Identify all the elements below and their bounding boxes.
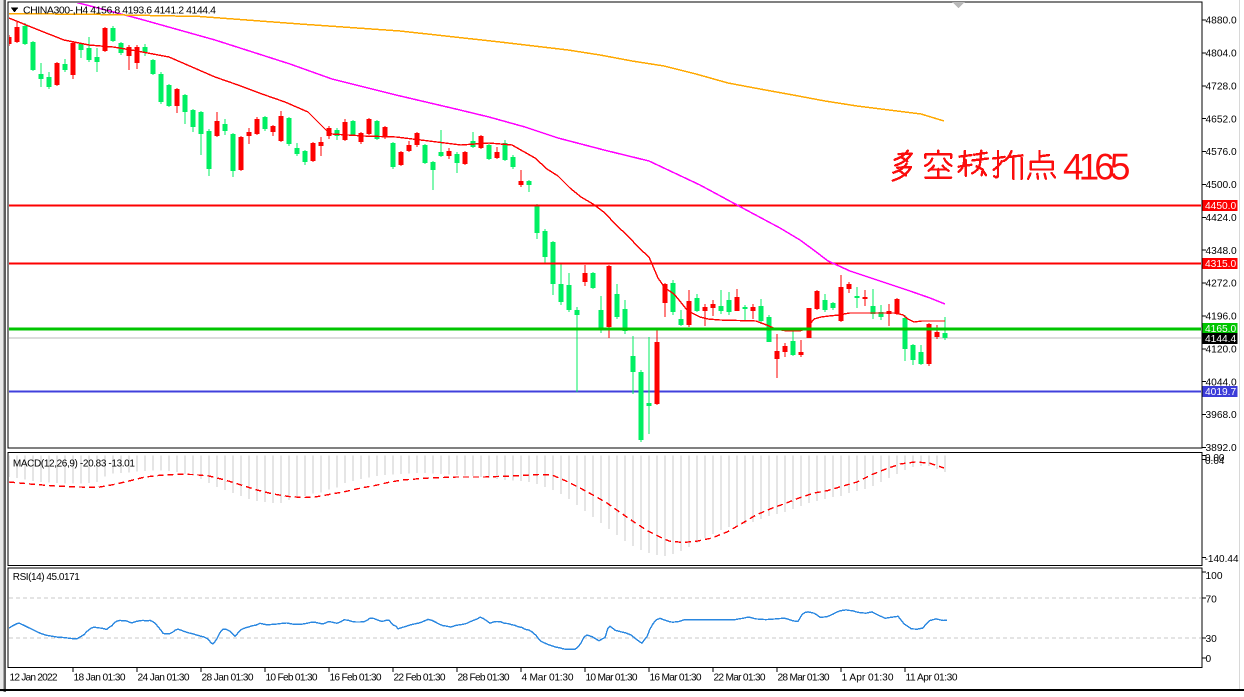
svg-text:3968.0: 3968.0 [1206, 410, 1237, 421]
svg-text:0.04: 0.04 [1205, 456, 1225, 467]
svg-text:4019.7: 4019.7 [1205, 387, 1236, 398]
svg-text:4804.0: 4804.0 [1206, 49, 1237, 60]
svg-text:16 Mar 01:30: 16 Mar 01:30 [650, 673, 702, 684]
svg-text:4165.0: 4165.0 [1205, 324, 1236, 335]
svg-text:4165: 4165 [1063, 147, 1131, 188]
svg-text:4652.0: 4652.0 [1206, 114, 1237, 125]
svg-text:4144.4: 4144.4 [1205, 334, 1236, 345]
svg-text:18 Jan 01:30: 18 Jan 01:30 [74, 673, 126, 684]
svg-text:22 Mar 01:30: 22 Mar 01:30 [714, 673, 766, 684]
svg-text:11 Apr 01:30: 11 Apr 01:30 [906, 673, 958, 684]
svg-text:16 Feb 01:30: 16 Feb 01:30 [330, 673, 382, 684]
svg-text:4348.0: 4348.0 [1206, 246, 1237, 257]
svg-text:22 Feb 01:30: 22 Feb 01:30 [394, 673, 446, 684]
svg-text:CHINA300-,H4 4156.8 4193.6 41: CHINA300-,H4 4156.8 4193.6 4141.2 4144.4 [23, 5, 216, 17]
svg-text:100: 100 [1206, 571, 1223, 582]
svg-text:28 Jan 01:30: 28 Jan 01:30 [202, 673, 254, 684]
svg-text:70: 70 [1206, 594, 1218, 605]
svg-text:10 Mar 01:30: 10 Mar 01:30 [586, 673, 638, 684]
svg-text:0: 0 [1206, 654, 1212, 665]
svg-text:4576.0: 4576.0 [1206, 147, 1237, 158]
svg-text:12 Jan 2022: 12 Jan 2022 [10, 673, 58, 684]
svg-text:4 Mar 01:30: 4 Mar 01:30 [522, 673, 574, 684]
svg-text:4424.0: 4424.0 [1206, 213, 1237, 224]
svg-text:4880.0: 4880.0 [1206, 16, 1237, 27]
svg-text:3892.0: 3892.0 [1206, 443, 1237, 454]
svg-text:4315.0: 4315.0 [1205, 259, 1236, 270]
svg-text:RSI(14) 45.0171: RSI(14) 45.0171 [13, 572, 80, 583]
svg-text:4120.0: 4120.0 [1206, 344, 1237, 355]
svg-text:-140.44: -140.44 [1205, 554, 1239, 565]
svg-text:28 Mar 01:30: 28 Mar 01:30 [778, 673, 830, 684]
svg-text:4044.0: 4044.0 [1206, 377, 1237, 388]
svg-text:10 Feb 01:30: 10 Feb 01:30 [266, 673, 318, 684]
svg-text:4500.0: 4500.0 [1206, 180, 1237, 191]
svg-text:MACD(12,26,9) -20.83 -13.01: MACD(12,26,9) -20.83 -13.01 [13, 459, 135, 470]
svg-text:24 Jan 01:30: 24 Jan 01:30 [138, 673, 190, 684]
svg-text:4196.0: 4196.0 [1206, 312, 1237, 323]
svg-text:4450.0: 4450.0 [1205, 201, 1236, 212]
svg-text:4272.0: 4272.0 [1206, 279, 1237, 290]
svg-text:4728.0: 4728.0 [1206, 81, 1237, 92]
svg-text:28 Feb 01:30: 28 Feb 01:30 [458, 673, 510, 684]
svg-text:1 Apr 01:30: 1 Apr 01:30 [842, 673, 894, 684]
svg-text:30: 30 [1206, 634, 1218, 645]
svg-text:0.00: 0.00 [1205, 453, 1225, 464]
